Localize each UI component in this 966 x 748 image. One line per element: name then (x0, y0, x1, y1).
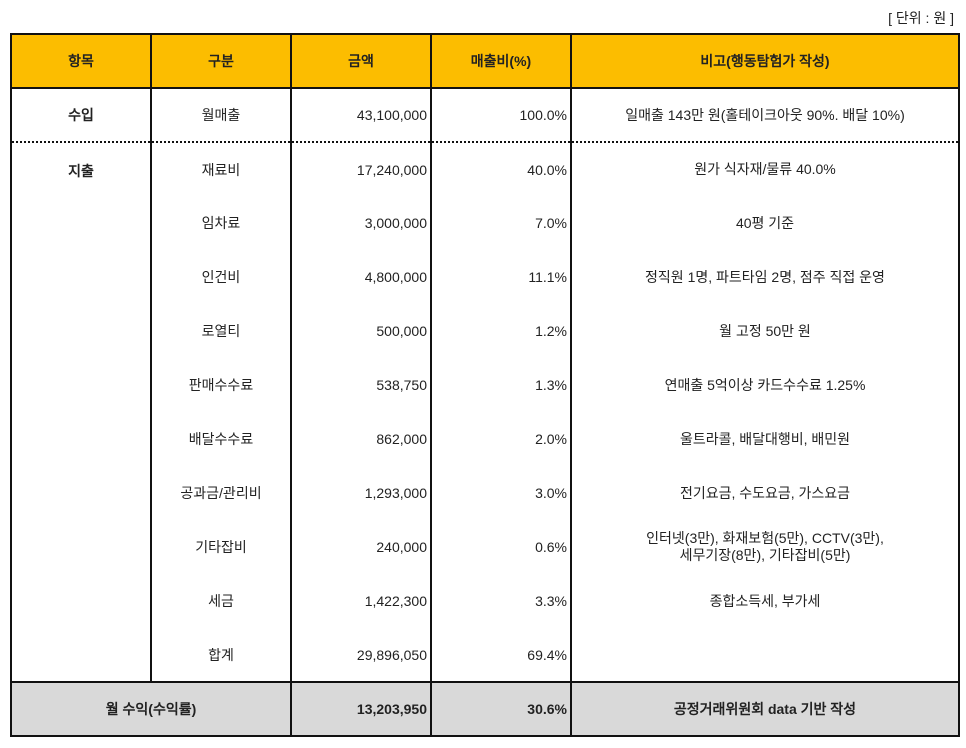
expense-amount: 3,000,000 (291, 196, 432, 250)
expense-row: 합계 29,896,050 69.4% (11, 628, 960, 682)
income-category: 수입 (10, 88, 152, 143)
income-expense-table: 항목 구분 금액 매출비(%) 비고(행동탐험가 작성) 수입 월매출 43,1… (10, 33, 960, 737)
expense-ratio: 40.0% (431, 142, 572, 196)
expense-item: 합계 (151, 628, 292, 682)
profit-row: 월 수익(수익률) 13,203,950 30.6% 공정거래위원회 data … (10, 681, 960, 737)
expense-note (571, 628, 960, 682)
header-amount: 금액 (290, 33, 432, 89)
income-row: 수입 월매출 43,100,000 100.0% 일매출 143만 원(홀테이크… (10, 88, 960, 143)
expense-note: 월 고정 50만 원 (571, 304, 960, 358)
header-row: 항목 구분 금액 매출비(%) 비고(행동탐험가 작성) (10, 33, 960, 89)
expense-row: 임차료 3,000,000 7.0% 40평 기준 (11, 196, 960, 250)
income-note: 일매출 143만 원(홀테이크아웃 90%. 배달 10%) (571, 88, 960, 143)
expense-note: 울트라콜, 배달대행비, 배민원 (571, 412, 960, 466)
expense-amount: 240,000 (291, 520, 432, 574)
expense-note: 종합소득세, 부가세 (571, 574, 960, 628)
expense-amount: 1,293,000 (291, 466, 432, 520)
expense-ratio: 7.0% (431, 196, 572, 250)
expense-row: 기타잡비 240,000 0.6% 인터넷(3만), 화재보험(5만), CCTV(3… (11, 520, 960, 574)
expense-item: 기타잡비 (151, 520, 292, 574)
expense-note-line: 세무기장(8만), 기타잡비(5만) (679, 547, 851, 563)
expense-amount: 17,240,000 (291, 142, 432, 196)
income-item: 월매출 (151, 88, 292, 143)
header-ratio: 매출비(%) (430, 33, 572, 89)
expense-row: 배달수수료 862,000 2.0% 울트라콜, 배달대행비, 배민원 (11, 412, 960, 466)
expense-row: 공과금/관리비 1,293,000 3.0% 전기요금, 수도요금, 가스요금 (11, 466, 960, 520)
expense-ratio: 0.6% (431, 520, 572, 574)
expense-note: 원가 식자재/물류 40.0% (571, 142, 960, 196)
expense-amount: 538,750 (291, 358, 432, 412)
expense-amount: 862,000 (291, 412, 432, 466)
expense-ratio: 2.0% (431, 412, 572, 466)
profit-amount: 13,203,950 (291, 681, 432, 737)
header-item: 구분 (150, 33, 292, 89)
profit-note: 공정거래위원회 data 기반 작성 (571, 681, 960, 737)
expense-item: 판매수수료 (151, 358, 292, 412)
expense-note: 40평 기준 (571, 196, 960, 250)
expense-ratio: 11.1% (431, 250, 572, 304)
expense-item: 공과금/관리비 (151, 466, 292, 520)
income-amount: 43,100,000 (291, 88, 432, 143)
expense-amount: 1,422,300 (291, 574, 432, 628)
expense-note: 정직원 1명, 파트타임 2명, 점주 직접 운영 (571, 250, 960, 304)
expense-row: 판매수수료 538,750 1.3% 연매출 5억이상 카드수수료 1.25% (11, 358, 960, 412)
expense-row: 로열티 500,000 1.2% 월 고정 50만 원 (11, 304, 960, 358)
expense-note: 전기요금, 수도요금, 가스요금 (571, 466, 960, 520)
expense-amount: 29,896,050 (291, 628, 432, 682)
expense-amount: 500,000 (291, 304, 432, 358)
expense-row: 지출 재료비 17,240,000 40.0% 원가 식자재/물류 40.0% (10, 142, 960, 682)
expense-item: 배달수수료 (151, 412, 292, 466)
expense-item: 인건비 (151, 250, 292, 304)
expense-item: 재료비 (151, 142, 292, 196)
header-category: 항목 (10, 33, 152, 89)
expense-note: 인터넷(3만), 화재보험(5만), CCTV(3만), 세무기장(8만), 기타… (571, 520, 960, 574)
expense-ratio: 3.3% (431, 574, 572, 628)
expense-ratio: 3.0% (431, 466, 572, 520)
profit-label: 월 수익(수익률) (10, 681, 292, 737)
profit-ratio: 30.6% (431, 681, 572, 737)
unit-label: [ 단위 : 원 ] (888, 10, 954, 26)
expense-item: 임차료 (151, 196, 292, 250)
expense-note-line: 인터넷(3만), 화재보험(5만), CCTV(3만), (646, 530, 884, 546)
expense-row: 세금 1,422,300 3.3% 종합소득세, 부가세 (11, 574, 960, 628)
expense-ratio: 1.2% (431, 304, 572, 358)
expense-amount: 4,800,000 (291, 250, 432, 304)
expense-ratio: 1.3% (431, 358, 572, 412)
income-ratio: 100.0% (431, 88, 572, 143)
header-note: 비고(행동탐험가 작성) (570, 33, 960, 89)
expense-item: 로열티 (151, 304, 292, 358)
expense-category: 지출 (10, 142, 152, 682)
expense-ratio: 69.4% (431, 628, 572, 682)
expense-item: 세금 (151, 574, 292, 628)
expense-row: 인건비 4,800,000 11.1% 정직원 1명, 파트타임 2명, 점주 직접 … (11, 250, 960, 304)
expense-note: 연매출 5억이상 카드수수료 1.25% (571, 358, 960, 412)
